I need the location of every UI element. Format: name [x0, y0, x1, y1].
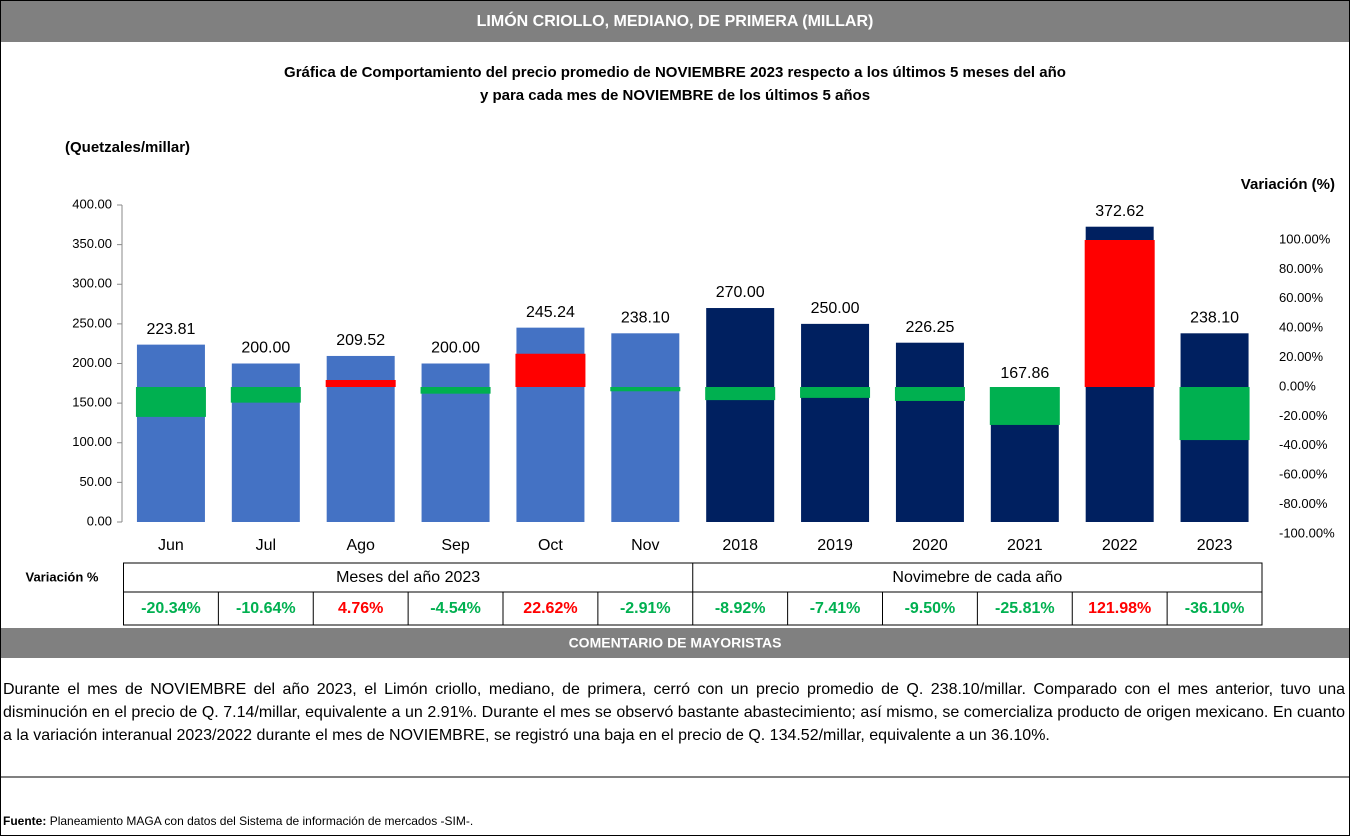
- variation-bar: [1179, 387, 1250, 441]
- variation-bar: [135, 387, 206, 417]
- variation-bar: [230, 387, 301, 403]
- y-tick-label: 350.00: [72, 236, 112, 251]
- y2-tick-label: 80.00%: [1279, 261, 1324, 276]
- variation-label: -36.10%: [1185, 600, 1245, 617]
- subtitle: Gráfica de Comportamiento del precio pro…: [284, 64, 1066, 81]
- y2-tick-label: -40.00%: [1279, 437, 1328, 452]
- x-tick-label: 2023: [1197, 537, 1233, 554]
- x-tick-label: Ago: [346, 537, 375, 554]
- value-label: 270.00: [716, 284, 765, 301]
- y2-tick-label: -80.00%: [1279, 496, 1328, 511]
- variation-bar: [705, 387, 776, 401]
- value-label: 238.10: [621, 310, 670, 327]
- value-label: 200.00: [431, 340, 480, 357]
- x-tick-label: 2021: [1007, 537, 1043, 554]
- variation-bar: [1084, 240, 1155, 387]
- comment-text: Durante el mes de NOVIEMBRE del año 2023…: [3, 681, 1345, 744]
- source-text: Planeamiento MAGA con datos del Sistema …: [49, 814, 474, 828]
- variation-bar: [989, 387, 1060, 425]
- variation-layer: [135, 240, 1250, 441]
- y-tick-label: 400.00: [72, 196, 112, 211]
- x-tick-label: Jul: [256, 537, 276, 554]
- x-tick-label: Nov: [631, 537, 659, 554]
- chart-title: LIMÓN CRIOLLO, MEDIANO, DE PRIMERA (MILL…: [477, 11, 874, 30]
- bar: [136, 344, 205, 522]
- variation-label: 4.76%: [338, 600, 383, 617]
- value-label: 250.00: [811, 300, 860, 317]
- y2-tick-label: -60.00%: [1279, 467, 1328, 482]
- value-label: 167.86: [1000, 365, 1049, 382]
- value-label: 226.25: [905, 319, 954, 336]
- bar: [706, 308, 775, 522]
- x-tick-label: 2022: [1102, 537, 1138, 554]
- y2-tick-label: 0.00%: [1279, 378, 1316, 393]
- table-group: Meses del año 2023: [336, 569, 480, 586]
- bar: [611, 333, 680, 522]
- variation-bar: [325, 380, 396, 387]
- bar: [801, 323, 870, 522]
- variation-label: -2.91%: [620, 600, 671, 617]
- y-tick-label: 200.00: [72, 355, 112, 370]
- comment-bar: [0, 628, 1350, 658]
- value-label: 238.10: [1190, 310, 1239, 327]
- y-axis-label: (Quetzales/millar): [65, 139, 190, 156]
- variation-label: -10.64%: [236, 600, 296, 617]
- comment-title: COMENTARIO DE MAYORISTAS: [569, 635, 782, 651]
- value-label: 200.00: [241, 340, 290, 357]
- x-tick-label: 2020: [912, 537, 948, 554]
- y2-tick-label: 20.00%: [1279, 349, 1324, 364]
- y-tick-label: 50.00: [79, 474, 112, 489]
- y2-tick-label: -20.00%: [1279, 408, 1328, 423]
- y2-axis-label: Variación (%): [1241, 176, 1335, 193]
- table-group: Novimebre de cada año: [892, 569, 1062, 586]
- y2-tick-label: 60.00%: [1279, 290, 1324, 305]
- value-label: 372.62: [1095, 203, 1144, 220]
- variation-label: -25.81%: [995, 600, 1055, 617]
- y-tick-label: 0.00: [87, 513, 112, 528]
- variation-label: -8.92%: [715, 600, 766, 617]
- y-tick-label: 150.00: [72, 395, 112, 410]
- bar: [895, 342, 964, 522]
- y-tick-label: 100.00: [72, 434, 112, 449]
- y-tick-label: 250.00: [72, 315, 112, 330]
- x-tick-label: 2019: [817, 537, 853, 554]
- x-tick-label: Oct: [538, 537, 563, 554]
- y2-tick-label: 40.00%: [1279, 320, 1324, 335]
- x-tick-label: 2018: [722, 537, 758, 554]
- y2-tick-label: 100.00%: [1279, 231, 1331, 246]
- variation-bar: [610, 387, 681, 392]
- subtitle: y para cada mes de NOVIEMBRE de los últi…: [480, 87, 870, 104]
- value-label: 223.81: [146, 321, 195, 338]
- variation-label: -4.54%: [430, 600, 481, 617]
- x-tick-label: Sep: [441, 537, 470, 554]
- y2-tick-label: -100.00%: [1279, 525, 1335, 540]
- variation-bar: [894, 387, 965, 401]
- x-tick-label: Jun: [158, 537, 184, 554]
- table-row-label: Variación %: [26, 569, 99, 584]
- header-bar: [0, 0, 1350, 42]
- variation-label: -7.41%: [810, 600, 861, 617]
- source-label: Fuente:: [3, 814, 47, 828]
- variation-bar: [420, 387, 491, 394]
- y-tick-label: 300.00: [72, 276, 112, 291]
- source: Fuente: Planeamiento MAGA con datos del …: [3, 814, 473, 828]
- variation-label: -20.34%: [141, 600, 201, 617]
- value-label: 209.52: [336, 332, 385, 349]
- value-label: 245.24: [526, 304, 575, 321]
- variation-label: -9.50%: [905, 600, 956, 617]
- variation-label: 22.62%: [523, 600, 577, 617]
- variation-bar: [800, 387, 871, 398]
- variation-label: 121.98%: [1088, 600, 1151, 617]
- variation-bar: [515, 353, 586, 387]
